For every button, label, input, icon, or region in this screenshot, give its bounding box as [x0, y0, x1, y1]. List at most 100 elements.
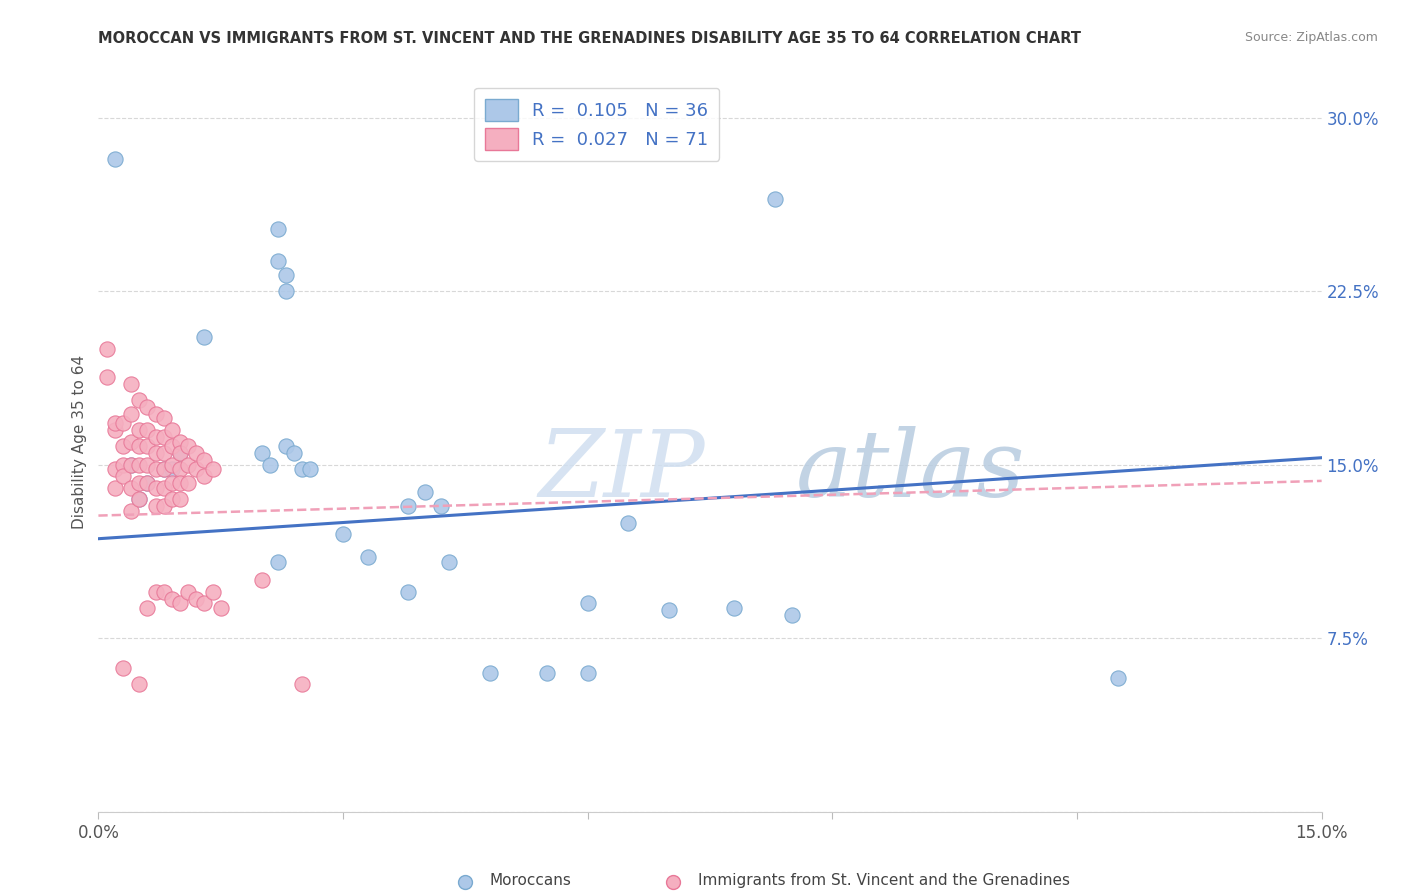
Point: [152, 411, 174, 425]
Point: [576, 597, 599, 611]
Point: [160, 591, 183, 606]
Point: [128, 423, 150, 437]
Point: [152, 481, 174, 495]
Point: [128, 476, 150, 491]
Text: Source: ZipAtlas.com: Source: ZipAtlas.com: [1244, 31, 1378, 45]
Point: [160, 462, 183, 476]
Point: [120, 434, 142, 449]
Point: [111, 439, 134, 453]
Point: [780, 608, 803, 623]
Point: [267, 221, 290, 235]
Text: MOROCCAN VS IMMIGRANTS FROM ST. VINCENT AND THE GRENADINES DISABILITY AGE 35 TO : MOROCCAN VS IMMIGRANTS FROM ST. VINCENT …: [98, 31, 1081, 46]
Point: [186, 591, 208, 606]
Point: [104, 423, 127, 437]
Point: [152, 462, 174, 476]
Point: [396, 500, 419, 514]
Point: [193, 597, 215, 611]
Y-axis label: Disability Age 35 to 64: Disability Age 35 to 64: [72, 354, 87, 529]
Point: [177, 476, 200, 491]
Point: [723, 601, 745, 615]
Point: [274, 268, 297, 282]
Text: Immigrants from St. Vincent and the Grenadines: Immigrants from St. Vincent and the Gren…: [697, 873, 1070, 888]
Point: [177, 585, 200, 599]
Point: [128, 677, 150, 691]
Point: [617, 516, 640, 530]
Point: [120, 458, 142, 472]
Point: [136, 400, 159, 414]
Point: [128, 492, 150, 507]
Point: [437, 555, 460, 569]
Point: [152, 446, 174, 460]
Point: [128, 439, 150, 453]
Point: [160, 439, 183, 453]
Point: [291, 677, 314, 691]
Point: [201, 585, 224, 599]
Point: [299, 462, 322, 476]
Point: [658, 603, 681, 617]
Point: [136, 423, 159, 437]
Point: [152, 585, 174, 599]
Point: [332, 527, 354, 541]
Point: [145, 481, 167, 495]
Point: [291, 462, 314, 476]
Point: [193, 469, 215, 483]
Point: [111, 458, 134, 472]
Point: [128, 458, 150, 472]
Point: [250, 446, 273, 460]
Point: [177, 439, 200, 453]
Point: [120, 407, 142, 421]
Point: [152, 430, 174, 444]
Point: [536, 665, 558, 680]
Point: [120, 376, 142, 391]
Point: [169, 446, 191, 460]
Text: ZIP: ZIP: [538, 426, 706, 516]
Point: [283, 446, 305, 460]
Point: [160, 423, 183, 437]
Point: [177, 458, 200, 472]
Point: [104, 416, 127, 430]
Point: [169, 492, 191, 507]
Point: [193, 330, 215, 344]
Point: [169, 446, 191, 460]
Point: [763, 192, 786, 206]
Point: [136, 476, 159, 491]
Point: [160, 476, 183, 491]
Text: Moroccans: Moroccans: [489, 873, 572, 888]
Point: [267, 254, 290, 268]
Point: [478, 665, 501, 680]
Point: [104, 153, 127, 167]
Point: [111, 661, 134, 675]
Point: [160, 458, 183, 472]
Point: [201, 462, 224, 476]
Point: [267, 555, 290, 569]
Point: [120, 458, 142, 472]
Point: [136, 458, 159, 472]
Point: [145, 462, 167, 476]
Point: [96, 342, 118, 356]
Point: [128, 492, 150, 507]
Point: [145, 585, 167, 599]
Point: [152, 462, 174, 476]
Point: [169, 476, 191, 491]
Text: atlas: atlas: [796, 426, 1025, 516]
Point: [1107, 671, 1129, 685]
Point: [104, 462, 127, 476]
Point: [396, 585, 419, 599]
Point: [145, 446, 167, 460]
Point: [169, 597, 191, 611]
Point: [136, 439, 159, 453]
Point: [104, 481, 127, 495]
Point: [186, 462, 208, 476]
Legend: R =  0.105   N = 36, R =  0.027   N = 71: R = 0.105 N = 36, R = 0.027 N = 71: [474, 87, 718, 161]
Point: [136, 601, 159, 615]
Point: [209, 601, 232, 615]
Point: [120, 481, 142, 495]
Point: [576, 665, 599, 680]
Point: [186, 446, 208, 460]
Point: [145, 407, 167, 421]
Point: [356, 550, 378, 565]
Point: [120, 504, 142, 518]
Point: [152, 500, 174, 514]
Point: [128, 392, 150, 407]
Point: [274, 284, 297, 298]
